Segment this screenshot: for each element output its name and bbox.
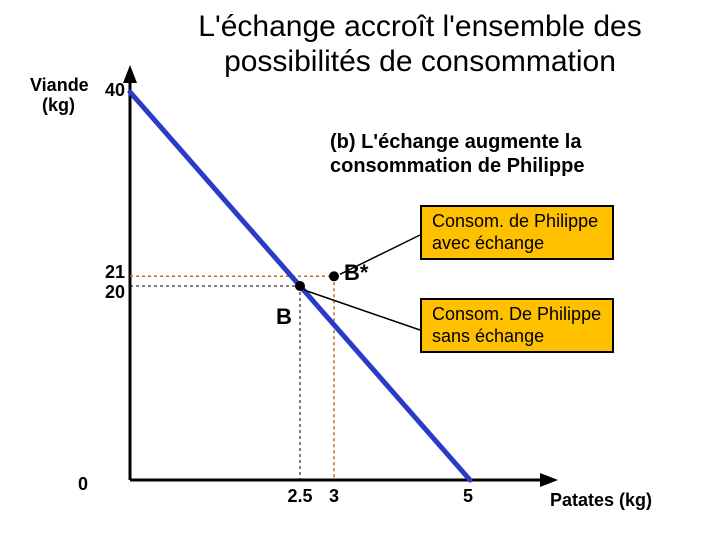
x-tick-5: 5 xyxy=(458,486,478,507)
y-tick-20: 20 xyxy=(95,282,125,303)
y-tick-40: 40 xyxy=(95,80,125,101)
point-label-b: B xyxy=(276,304,292,330)
x-axis-label: Patates (kg) xyxy=(550,490,652,511)
y-tick-0: 0 xyxy=(58,474,88,495)
y-tick-21: 21 xyxy=(95,262,125,283)
legend-with-trade: Consom. de Philippe avec échange xyxy=(420,205,614,260)
point-label-b-star: B* xyxy=(344,260,368,286)
legend-no-trade: Consom. De Philippe sans échange xyxy=(420,298,614,353)
x-tick-3: 3 xyxy=(324,486,344,507)
x-tick-2-5: 2.5 xyxy=(280,486,320,507)
